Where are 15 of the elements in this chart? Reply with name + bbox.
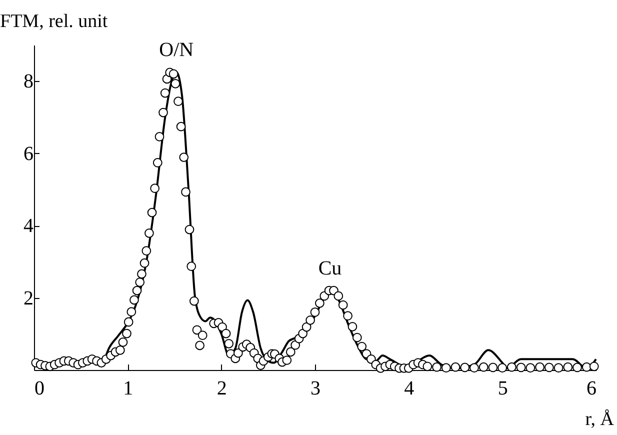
annotation: O/N: [159, 39, 194, 62]
y-tick-label: 2: [24, 287, 34, 310]
x-tick-label: 4: [404, 378, 414, 400]
x-axis-title: r, Å: [585, 409, 614, 430]
y-tick-label: 4: [24, 215, 34, 238]
y-tick-label: 8: [24, 70, 34, 93]
y-tick-label: 6: [24, 142, 34, 165]
x-tick-label: 6: [586, 378, 596, 400]
annotation: Cu: [318, 258, 342, 280]
x-tick-label: 2: [216, 378, 227, 400]
x-tick-label: 0: [34, 378, 44, 400]
x-tick-label: 5: [498, 378, 508, 400]
x-tick-label: 1: [123, 378, 134, 400]
y-axis-title: FTM, rel. unit: [0, 11, 108, 32]
x-tick-label: 3: [310, 378, 320, 400]
